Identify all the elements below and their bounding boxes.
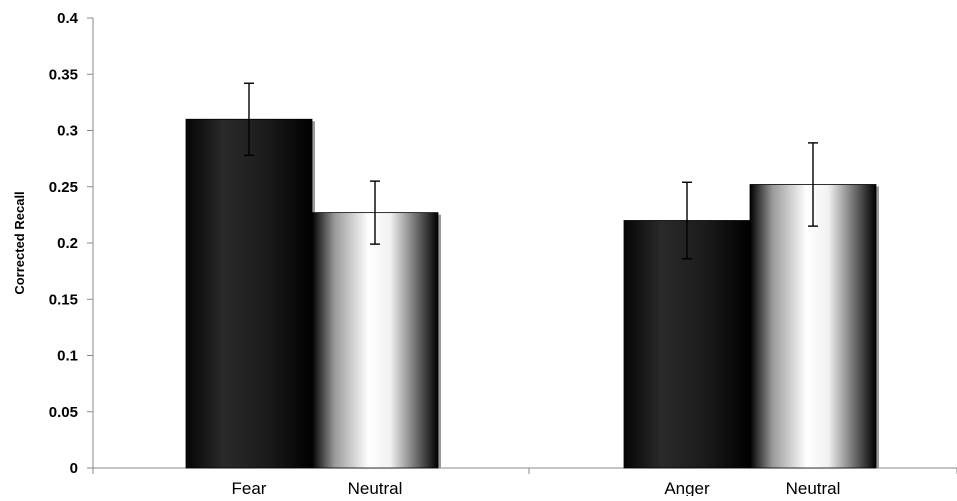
y-tick-label: 0.05	[49, 404, 78, 421]
bar-neutral	[311, 212, 439, 469]
x-category-label: Neutral	[348, 479, 403, 496]
x-category-label: Neutral	[786, 479, 841, 496]
y-tick-label: 0	[70, 460, 78, 477]
y-axis-title: Corrected Recall	[12, 191, 27, 294]
y-tick-label: 0.4	[57, 10, 79, 27]
bar-anger	[623, 220, 751, 469]
y-tick-label: 0.3	[57, 123, 78, 140]
x-category-label: Fear	[232, 479, 267, 496]
y-tick-label: 0.2	[57, 235, 78, 252]
y-tick-label: 0.15	[49, 291, 78, 308]
y-tick-label: 0.1	[57, 348, 78, 365]
bar-neutral	[749, 184, 877, 469]
y-tick-label: 0.35	[49, 66, 78, 83]
bar-fear	[185, 118, 313, 469]
x-category-label: Anger	[664, 479, 710, 496]
y-tick-label: 0.25	[49, 179, 78, 196]
